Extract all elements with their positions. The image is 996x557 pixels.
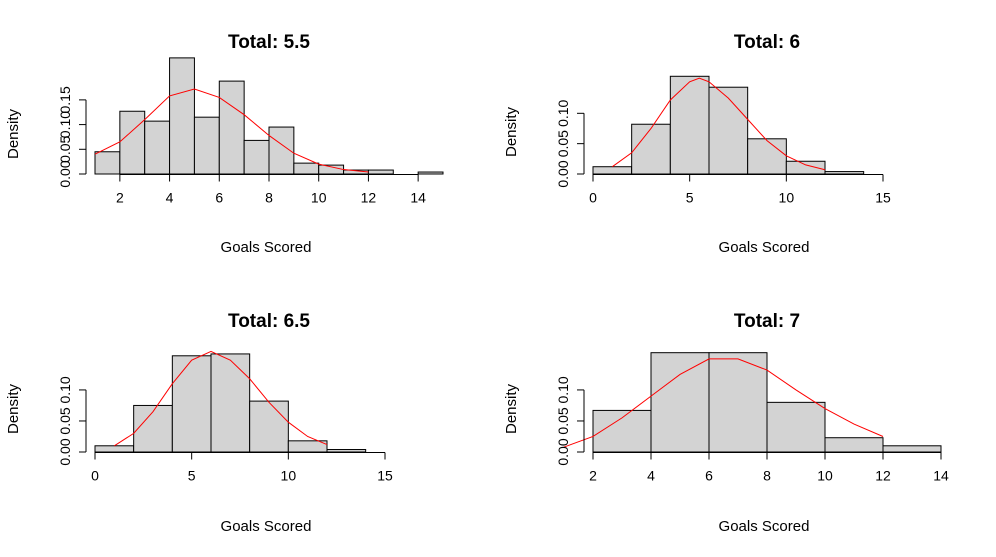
x-tick-label: 8 <box>265 190 273 206</box>
histogram-bar <box>417 171 444 175</box>
x-tick-label: 10 <box>281 468 297 484</box>
x-tick-label: 10 <box>779 190 795 206</box>
x-tick-label: 0 <box>91 468 99 484</box>
histogram-bar <box>631 123 671 175</box>
histogram-bar <box>766 401 826 453</box>
panel-2: Total: 6 0 5 10 15 0.00 0.05 0.10 Goals Scored De… <box>503 32 891 256</box>
x-tick-label: 8 <box>763 468 771 484</box>
y-tick-label: 0.10 <box>57 111 73 138</box>
histogram-bar <box>882 445 942 453</box>
y-tick-label: 0.05 <box>57 135 73 162</box>
y-tick-label: 0.00 <box>555 160 571 187</box>
density-curve <box>114 350 328 447</box>
histogram-bar <box>785 160 826 175</box>
x-tick-label: 2 <box>116 190 124 206</box>
y-axis-label: Density <box>503 106 520 157</box>
x-tick-label: 5 <box>686 190 694 206</box>
histogram-bar <box>94 151 121 175</box>
histogram-bar <box>747 138 787 175</box>
histogram-bar <box>367 169 394 175</box>
x-tick-label: 4 <box>647 468 655 484</box>
chart-title: Total: 6 <box>734 32 800 53</box>
x-tick-label: 5 <box>188 468 196 484</box>
y-tick-label: 0.15 <box>57 86 73 113</box>
histogram-bar <box>119 110 146 175</box>
x-tick-label: 10 <box>817 468 833 484</box>
histogram-bar <box>210 353 251 453</box>
histogram-bar <box>144 120 171 175</box>
density-curve <box>94 88 369 173</box>
histogram-bar <box>650 352 710 453</box>
histogram-bar <box>218 80 245 175</box>
y-tick-label: 0.10 <box>555 99 571 126</box>
histogram-bar <box>171 355 212 453</box>
x-axis-label: Goals Scored <box>719 239 810 256</box>
chart-title: Total: 5.5 <box>228 32 310 53</box>
density-curve <box>612 77 826 171</box>
density-curve <box>563 358 884 448</box>
x-tick-label: 15 <box>875 190 891 206</box>
x-tick-label: 14 <box>933 468 949 484</box>
x-tick-label: 12 <box>875 468 891 484</box>
x-tick-label: 15 <box>377 468 393 484</box>
x-tick-label: 6 <box>705 468 713 484</box>
x-tick-label: 6 <box>215 190 223 206</box>
histogram-bar <box>824 171 865 175</box>
x-tick-label: 14 <box>410 190 426 206</box>
y-tick-label: 0.05 <box>57 407 73 434</box>
y-tick-label: 0.00 <box>57 160 73 187</box>
histogram-bar <box>592 166 633 175</box>
histogram-bar <box>243 139 270 175</box>
y-tick-label: 0.10 <box>57 376 73 403</box>
y-tick-label: 0.00 <box>57 438 73 465</box>
histogram-bar <box>326 449 367 453</box>
histogram-bar <box>708 352 768 453</box>
panel-4: Total: 7 2 4 6 8 10 12 14 0.00 0.05 0.10 Goals Scor… <box>503 311 949 535</box>
y-tick-label: 0.00 <box>555 438 571 465</box>
histogram-bar <box>193 116 220 175</box>
histogram-bar <box>708 86 749 175</box>
x-axis-label: Goals Scored <box>719 518 810 535</box>
x-tick-label: 12 <box>361 190 377 206</box>
panel-1: Total: 5.5 2 4 6 8 10 12 14 0.000.050.100.15 Goal… <box>5 32 444 256</box>
x-axis-label: Goals Scored <box>221 239 312 256</box>
histogram-bar <box>169 57 195 175</box>
x-tick-label: 4 <box>166 190 174 206</box>
histogram-bar <box>249 400 289 453</box>
y-tick-label: 0.05 <box>555 130 571 157</box>
x-tick-label: 2 <box>589 468 597 484</box>
panel-3: Total: 6.5 0 5 10 15 0.00 0.05 0.10 Goals Scored… <box>5 311 393 535</box>
x-tick-label: 10 <box>311 190 327 206</box>
x-axis-label: Goals Scored <box>221 518 312 535</box>
histogram-bar <box>94 445 135 453</box>
y-axis-label: Density <box>503 383 520 434</box>
histogram-bar <box>669 75 710 175</box>
x-tick-label: 0 <box>589 190 597 206</box>
histogram-bar <box>293 162 320 175</box>
y-tick-label: 0.10 <box>555 376 571 403</box>
chart-title: Total: 7 <box>734 311 800 332</box>
histogram-bar <box>133 404 173 453</box>
histogram-bar <box>824 437 884 453</box>
y-axis-label: Density <box>5 383 22 434</box>
y-axis-label: Density <box>5 108 22 159</box>
y-tick-label: 0.05 <box>555 407 571 434</box>
chart-title: Total: 6.5 <box>228 311 310 332</box>
